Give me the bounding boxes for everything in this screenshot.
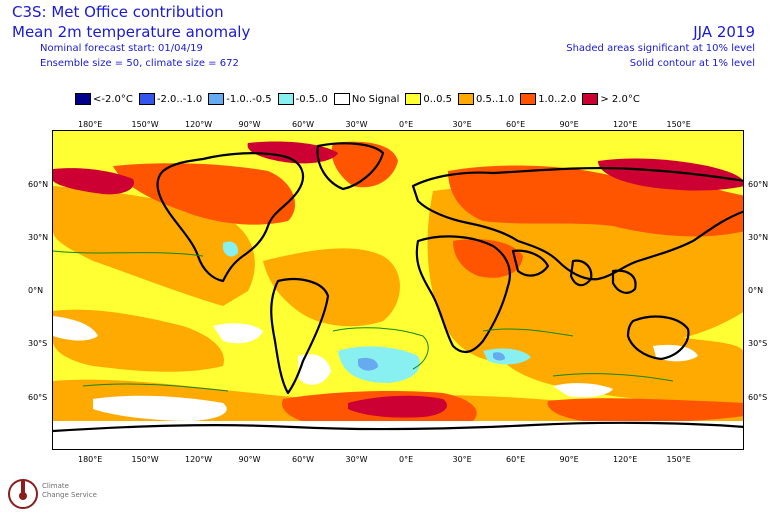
season-label: JJA 2019 — [693, 23, 755, 41]
lon-tick-label: 60°E — [506, 455, 526, 464]
lat-tick-label: 30°N — [748, 233, 769, 242]
no-signal-areas — [53, 316, 743, 449]
copernicus-climate-logo: Climate Change Service — [6, 474, 106, 514]
legend-label: > 2.0°C — [600, 93, 640, 105]
lon-tick-label: 120°E — [613, 455, 638, 464]
lat-tick-label: 0°N — [748, 286, 764, 295]
chart-subtitle: Mean 2m temperature anomaly — [12, 23, 251, 41]
legend-item: -2.0..-1.0 — [138, 93, 203, 105]
legend-swatch — [458, 93, 475, 105]
legend-item: > 2.0°C — [582, 93, 640, 105]
lat-tick-label: 60°S — [28, 393, 48, 402]
legend-swatch — [208, 93, 225, 105]
legend-item: <-2.0°C — [75, 93, 133, 105]
coastlines — [53, 142, 743, 433]
lon-tick-label: 90°W — [238, 120, 261, 129]
lat-tick-label: 60°N — [28, 180, 49, 189]
anomaly-minus-1.0-0.5-areas — [358, 352, 505, 371]
lon-tick-label: 120°W — [185, 120, 213, 129]
anomaly-minus-0.5-0-areas — [223, 241, 531, 383]
lon-tick-label: 120°E — [613, 120, 638, 129]
lon-tick-label: 150°E — [666, 120, 691, 129]
legend-item: -1.0..-0.5 — [208, 93, 272, 105]
legend-item: 0.5..1.0 — [458, 93, 514, 105]
significance-contours — [53, 250, 674, 392]
color-legend: <-2.0°C -2.0..-1.0 -1.0..-0.5 -0.5..0 No Sig… — [75, 92, 646, 106]
lon-tick-label: 30°W — [345, 455, 368, 464]
legend-label: 1.0..2.0 — [538, 93, 577, 105]
lon-tick-label: 60°W — [292, 120, 315, 129]
lon-tick-label: 0°E — [399, 455, 414, 464]
significance-note-solid: Solid contour at 1% level — [629, 58, 755, 69]
legend-label: No Signal — [351, 93, 400, 105]
lon-tick-label: 120°W — [185, 455, 213, 464]
lon-tick-label: 180°E — [78, 120, 103, 129]
chart-title: C3S: Met Office contribution — [12, 3, 224, 21]
lon-tick-label: 30°E — [452, 120, 472, 129]
legend-swatch — [582, 93, 599, 105]
significance-note-shaded: Shaded areas significant at 10% level — [566, 43, 755, 54]
lat-tick-label: 60°N — [748, 180, 769, 189]
legend-swatch — [75, 93, 91, 105]
legend-item: 1.0..2.0 — [520, 93, 576, 105]
lat-tick-label: 0°N — [28, 286, 44, 295]
legend-swatch — [520, 93, 537, 105]
anomaly-above-2.0-areas — [53, 141, 743, 418]
legend-label: 0.5..1.0 — [476, 93, 515, 105]
legend-label: -1.0..-0.5 — [226, 93, 272, 105]
legend-swatch — [277, 93, 294, 105]
lon-tick-label: 90°W — [238, 455, 261, 464]
lon-tick-label: 180°E — [78, 455, 103, 464]
lat-tick-label: 30°S — [748, 339, 768, 348]
legend-label: <-2.0°C — [93, 93, 133, 105]
lon-tick-label: 30°E — [452, 455, 472, 464]
temperature-anomaly-map — [52, 130, 744, 450]
lon-tick-label: 150°W — [131, 120, 159, 129]
logo-line-2: Change Service — [42, 491, 97, 499]
legend-swatch — [138, 93, 155, 105]
lon-tick-label: 150°W — [131, 455, 159, 464]
lon-tick-label: 60°W — [292, 455, 315, 464]
thermometer-icon — [8, 479, 38, 509]
lon-tick-label: 60°E — [506, 120, 526, 129]
legend-item: 0..0.5 — [405, 93, 452, 105]
lat-tick-label: 30°S — [28, 339, 48, 348]
legend-swatch — [405, 93, 422, 105]
nominal-start-text: Nominal forecast start: 01/04/19 — [40, 43, 203, 54]
legend-label: -0.5..0 — [295, 93, 328, 105]
legend-label: 0..0.5 — [423, 93, 453, 105]
lon-tick-label: 30°W — [345, 120, 368, 129]
lat-tick-label: 60°S — [748, 393, 768, 402]
legend-swatch — [333, 93, 350, 105]
legend-item: No Signal — [333, 93, 400, 105]
legend-label: -2.0..-1.0 — [156, 93, 203, 105]
lon-tick-label: 0°E — [399, 120, 414, 129]
lat-tick-label: 30°N — [28, 233, 49, 242]
ensemble-size-text: Ensemble size = 50, climate size = 672 — [40, 58, 239, 69]
legend-item: -0.5..0 — [277, 93, 328, 105]
lon-tick-label: 90°E — [559, 455, 579, 464]
logo-line-1: Climate — [42, 482, 69, 490]
lon-tick-label: 90°E — [559, 120, 579, 129]
lon-tick-label: 150°E — [666, 455, 691, 464]
